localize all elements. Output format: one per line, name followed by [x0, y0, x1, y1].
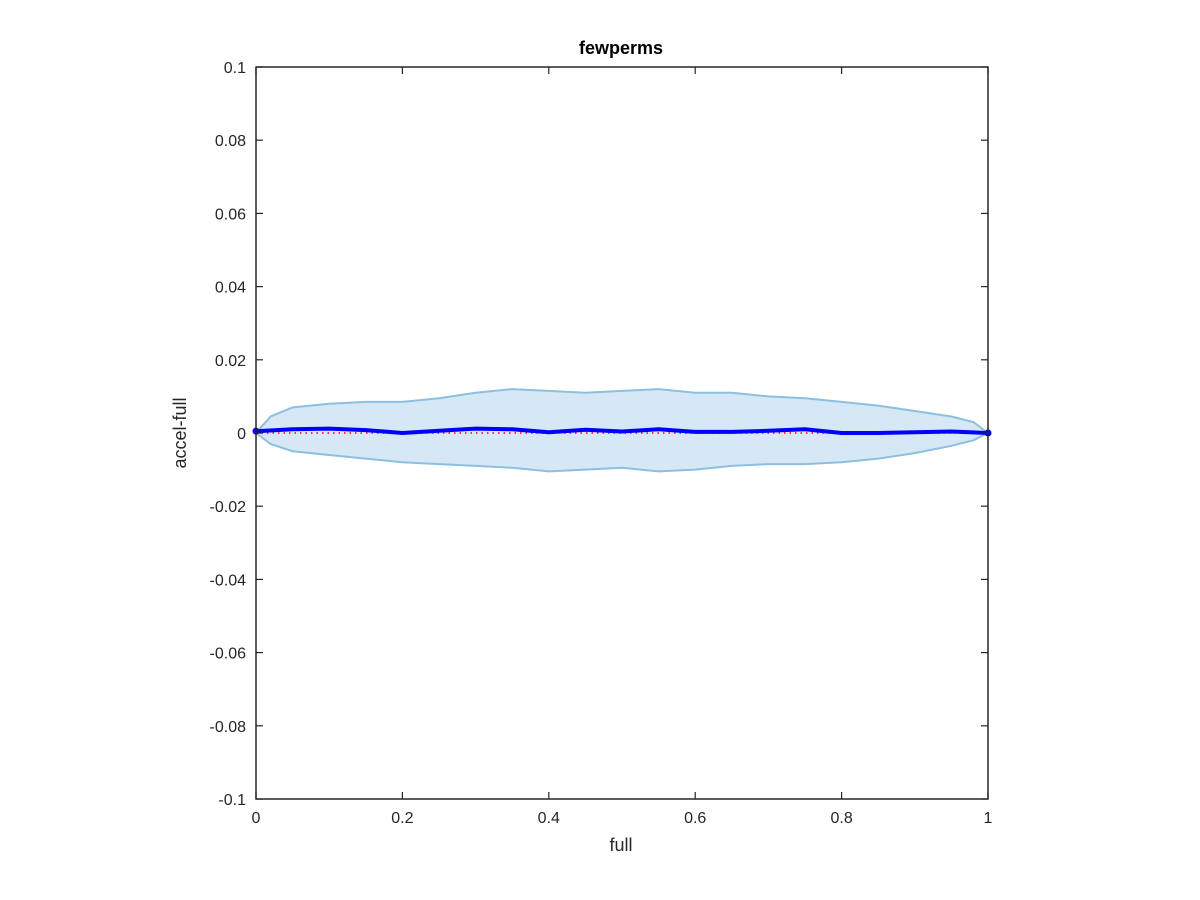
- x-tick-label: 0: [252, 810, 261, 827]
- y-tick-label: 0.06: [215, 206, 246, 223]
- band-lower-edge: [255, 432, 989, 473]
- y-axis-ticks: 0.1 0.08 0.06 0.04 0.02 0 -0.02 -0.04 -0.06 -0.08…: [210, 60, 988, 809]
- x-tick-label: 0.8: [830, 810, 852, 827]
- y-tick-label: 0.04: [215, 280, 246, 297]
- y-tick-label: -0.02: [210, 499, 247, 516]
- y-tick-label: 0: [237, 426, 246, 443]
- x-axis-label: full: [609, 835, 632, 855]
- y-tick-label: -0.06: [210, 646, 247, 663]
- y-tick-label: -0.1: [218, 792, 246, 809]
- chart-title: fewperms: [579, 38, 663, 58]
- y-tick-label: 0.1: [224, 60, 246, 77]
- x-tick-label: 1: [984, 810, 993, 827]
- y-tick-label: 0.08: [215, 133, 246, 150]
- x-tick-label: 0.4: [538, 810, 560, 827]
- y-axis-label: accel-full: [170, 397, 190, 468]
- y-tick-label: -0.08: [210, 719, 247, 736]
- y-tick-label: -0.04: [210, 572, 247, 589]
- x-axis-ticks: 0 0.2 0.4 0.6 0.8 1: [252, 67, 993, 827]
- y-tick-label: 0.02: [215, 353, 246, 370]
- series-line: [255, 426, 989, 435]
- x-tick-label: 0.2: [391, 810, 413, 827]
- x-tick-label: 0.6: [684, 810, 706, 827]
- band-upper-edge: [255, 388, 989, 434]
